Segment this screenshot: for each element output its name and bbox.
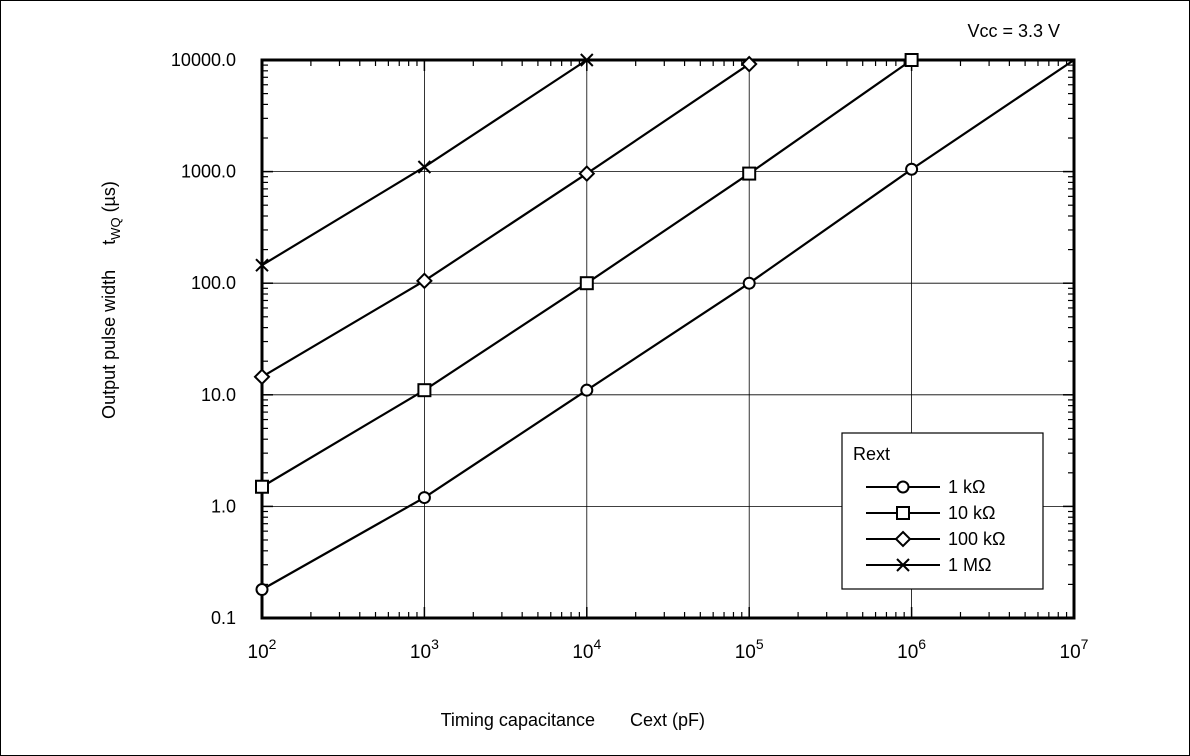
- y-axis-label: Output pulse width tWQ (µs): [99, 181, 123, 419]
- series-2-point: [417, 383, 432, 398]
- series-3-point: [415, 272, 433, 290]
- x-tick-label: 106: [897, 636, 926, 663]
- series-3-point: [253, 368, 271, 386]
- series-2-point: [255, 479, 269, 494]
- series-line-3: [261, 63, 750, 378]
- series-2-point: [742, 166, 757, 181]
- series-3-point: [740, 55, 758, 73]
- series-4-point: [417, 160, 432, 174]
- series-1-point: [417, 491, 431, 505]
- series-1-point: [580, 383, 594, 397]
- legend-label: 10 kΩ: [948, 503, 995, 523]
- y-tick-label: 10.0: [201, 385, 236, 405]
- legend-marker: [896, 506, 910, 520]
- legend-marker: [896, 558, 910, 572]
- series-2-point: [579, 276, 594, 291]
- legend-label: 1 kΩ: [948, 477, 985, 497]
- x-axis-label: Timing capacitance: [441, 710, 595, 730]
- series-4-point: [255, 258, 269, 272]
- plot-area-border: [260, 58, 1076, 620]
- y-tick-label: 0.1: [211, 608, 236, 628]
- series-line-1: [261, 59, 1075, 591]
- y-tick-label: 10000.0: [171, 50, 236, 70]
- legend-title: Rext: [853, 444, 890, 464]
- legend-label: 100 kΩ: [948, 529, 1006, 549]
- vcc-annotation: Vcc = 3.3 V: [967, 21, 1060, 41]
- series-1-point: [905, 162, 919, 176]
- legend: Rext 1 kΩ 10 kΩ 100 kΩ 1 MΩ: [841, 432, 1044, 590]
- x-tick-label: 107: [1060, 636, 1089, 663]
- x-marker-stroke: [580, 53, 594, 67]
- x-marker-stroke: [417, 160, 432, 174]
- legend-marker: [896, 480, 910, 494]
- series-1-point: [255, 583, 269, 597]
- legend-marker: [894, 530, 912, 548]
- y-tick-label: 100.0: [191, 273, 236, 293]
- x-tick-label: 105: [735, 636, 764, 663]
- series-4-point: [580, 53, 594, 67]
- x-marker-stroke: [255, 258, 269, 272]
- series-2-point: [904, 53, 919, 67]
- series-1-point: [742, 276, 756, 290]
- x-axis-symbol: Cext (pF): [630, 710, 705, 730]
- y-tick-label: 1000.0: [181, 162, 236, 182]
- x-tick-label: 103: [410, 636, 439, 663]
- legend-label: 1 MΩ: [948, 555, 991, 575]
- x-marker-stroke: [896, 558, 910, 572]
- series-3-point: [578, 165, 596, 182]
- x-tick-label: 102: [248, 636, 277, 663]
- x-tick-label: 104: [572, 636, 601, 663]
- y-tick-label: 1.0: [211, 496, 236, 516]
- legend-box: [841, 432, 1044, 590]
